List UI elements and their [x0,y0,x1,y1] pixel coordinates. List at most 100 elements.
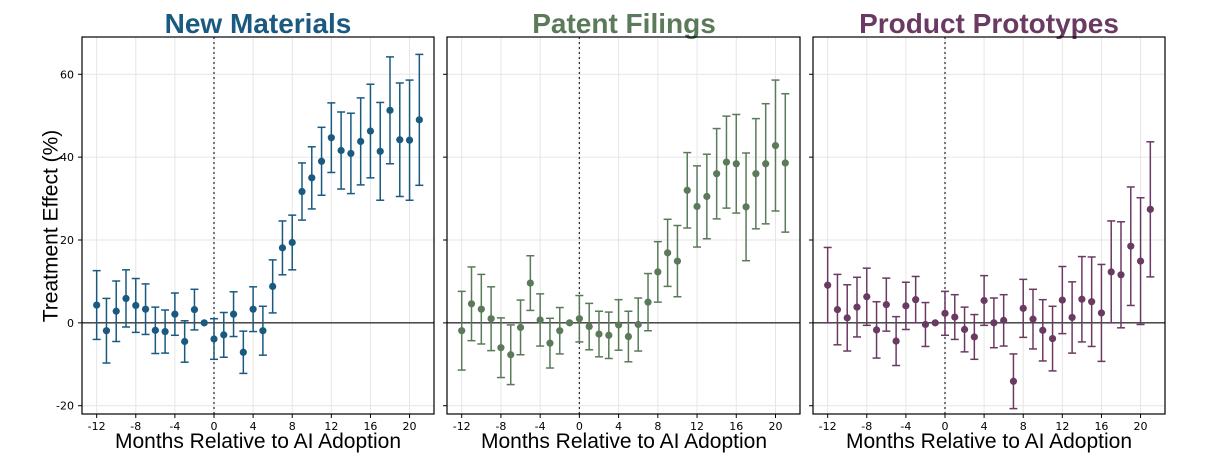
point-marker [1078,295,1086,303]
point-marker [1127,242,1135,250]
x-tick-label: 12 [690,420,704,433]
point-marker [960,325,969,334]
point-marker [220,331,228,339]
data-point [161,309,170,354]
x-tick-label: -12 [453,420,471,433]
data-point [555,306,564,355]
data-point [1126,186,1135,307]
data-point [989,297,998,349]
point-marker [1068,313,1076,322]
data-point [170,292,179,337]
data-point [663,218,672,288]
point-marker [298,187,306,196]
x-tick-label: 0 [576,420,583,433]
data-point [565,319,574,327]
point-marker [912,296,920,304]
point-marker [1048,335,1057,343]
point-marker [1136,257,1145,265]
point-marker [595,330,603,338]
data-point [673,224,682,298]
data-point [141,283,150,336]
data-point [327,102,336,174]
x-tick-label: 12 [1055,420,1069,433]
point-marker [556,327,564,335]
x-axis-label: Months Relative to AI Adoption [481,430,767,453]
data-point [258,305,267,356]
point-marker [171,310,179,318]
data-point [911,275,920,324]
data-point [751,117,760,230]
point-marker [732,160,740,168]
point-marker [190,306,199,314]
data-point [853,276,861,338]
point-marker [210,335,218,343]
point-marker [722,158,731,166]
x-tick-label: 20 [1134,420,1148,433]
data-point [742,152,751,262]
data-point [210,317,218,361]
x-tick-label: -4 [169,420,180,433]
point-marker [405,136,414,144]
data-point [843,283,852,352]
data-point [298,162,306,221]
data-point [921,301,930,348]
point-marker [921,320,930,329]
data-point [644,272,653,332]
point-marker [742,203,750,211]
x-tick-label: -8 [861,420,872,433]
point-marker [386,106,394,114]
data-point [732,113,741,214]
data-point [653,240,662,303]
point-marker [833,306,842,314]
axes-frame [812,36,1166,415]
data-point [901,281,910,331]
point-marker [536,316,544,324]
data-point [833,273,842,346]
axes-frame [81,36,435,415]
data-point [366,83,375,179]
x-axis-label: Months Relative to AI Adoption [115,430,401,453]
data-point [526,254,535,312]
point-marker [781,159,789,167]
point-marker [1009,377,1018,385]
point-marker [269,282,277,290]
axes-frame [446,36,801,415]
data-point [180,320,189,363]
point-marker [278,244,287,252]
point-marker [317,157,326,165]
point-marker [347,149,355,158]
plot-area [82,37,434,414]
point-marker [752,170,760,178]
point-marker [366,127,375,135]
point-marker [93,301,101,309]
x-tick-label: 16 [363,420,377,433]
data-point [722,115,731,209]
data-point [219,311,228,358]
point-marker [654,268,662,276]
data-point [92,269,101,341]
data-point [487,286,496,352]
point-marker [112,307,120,315]
point-marker [507,351,515,359]
data-point [1048,305,1057,372]
data-point [317,126,326,197]
point-marker [181,337,189,346]
point-marker [605,331,613,339]
point-marker [151,326,159,334]
data-point [634,297,643,352]
point-marker [141,305,150,313]
data-point [693,165,702,248]
x-axis-label: Months Relative to AI Adoption [846,430,1132,453]
data-point [862,267,871,327]
point-marker [1097,309,1106,317]
point-marker [683,186,691,194]
point-marker [308,174,316,182]
data-point [506,324,515,386]
point-marker [357,137,365,145]
point-marker [673,257,682,265]
data-point [457,290,466,371]
data-point [1136,196,1145,326]
data-point [941,290,949,337]
data-point [536,293,545,347]
point-marker [624,332,633,341]
